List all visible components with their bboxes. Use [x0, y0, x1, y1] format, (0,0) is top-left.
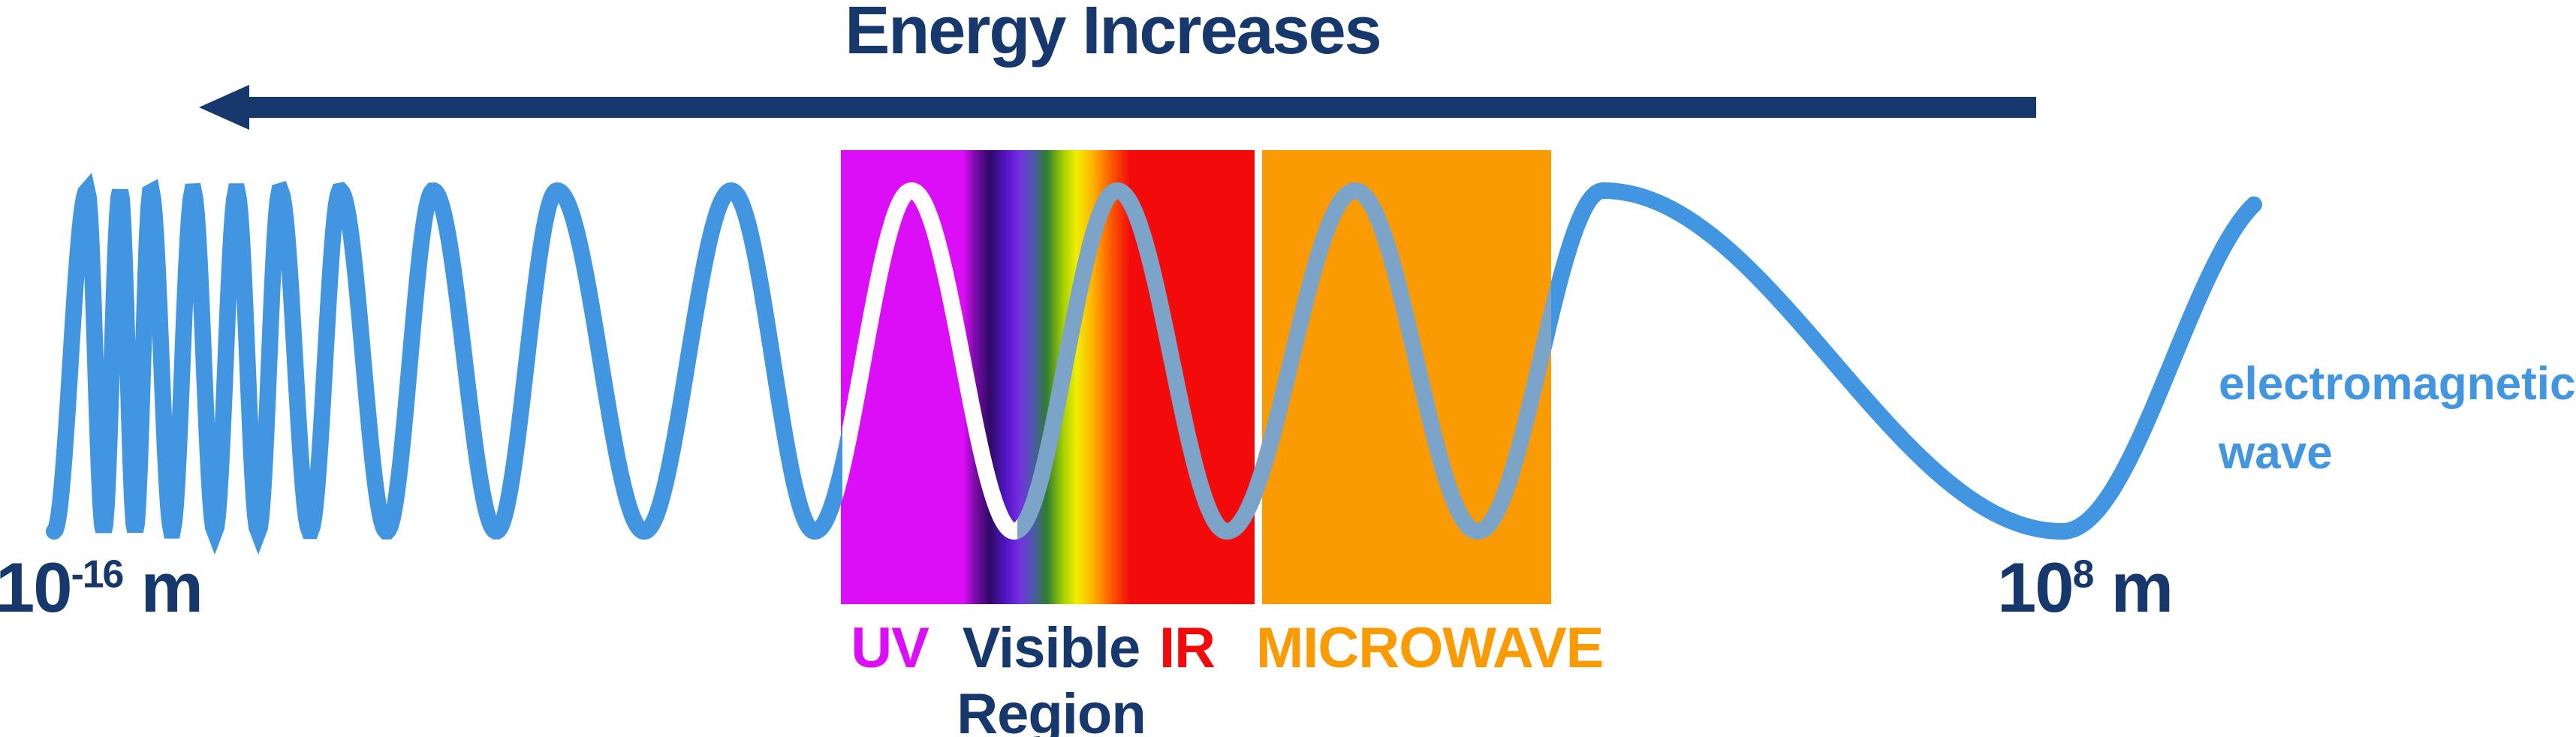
- wavelength-right-base: 10: [1997, 548, 2074, 627]
- wavelength-label-right: 108 m: [1997, 552, 2174, 623]
- band-label-visible-line1: Visible: [962, 616, 1141, 680]
- wave-segment-left-blue: [46, 173, 842, 555]
- energy-direction-arrow: [199, 85, 2036, 130]
- wave-label-line1: electromagnetic: [2219, 358, 2576, 410]
- wavelength-right-unit: m: [2111, 548, 2174, 627]
- band-label-visible: Visible Region: [939, 615, 1164, 737]
- wavelength-left-base: 10: [0, 548, 73, 627]
- band-label-visible-line2: Region: [957, 682, 1146, 737]
- band-label-uv: UV: [851, 616, 929, 680]
- wavelength-left-exponent: -16: [71, 552, 125, 596]
- spectrum-bands: [841, 150, 1551, 604]
- wavelength-left-unit: m: [140, 548, 203, 627]
- wave-label: electromagnetic wave: [2219, 350, 2576, 488]
- wave-segment-right-blue: [1551, 182, 2262, 540]
- energy-increases-title: Energy Increases: [845, 0, 1381, 68]
- band-microwave: [1262, 150, 1551, 604]
- wavelength-label-left: 10-16 m: [0, 552, 203, 623]
- wavelength-right-exponent: 8: [2072, 552, 2095, 596]
- band-label-ir: IR: [1159, 616, 1216, 680]
- wave-segment-over-bands: [1017, 182, 1551, 540]
- wave-label-line2: wave: [2219, 427, 2333, 479]
- band-label-microwave: MICROWAVE: [1256, 616, 1604, 680]
- em-wave: [46, 173, 2262, 555]
